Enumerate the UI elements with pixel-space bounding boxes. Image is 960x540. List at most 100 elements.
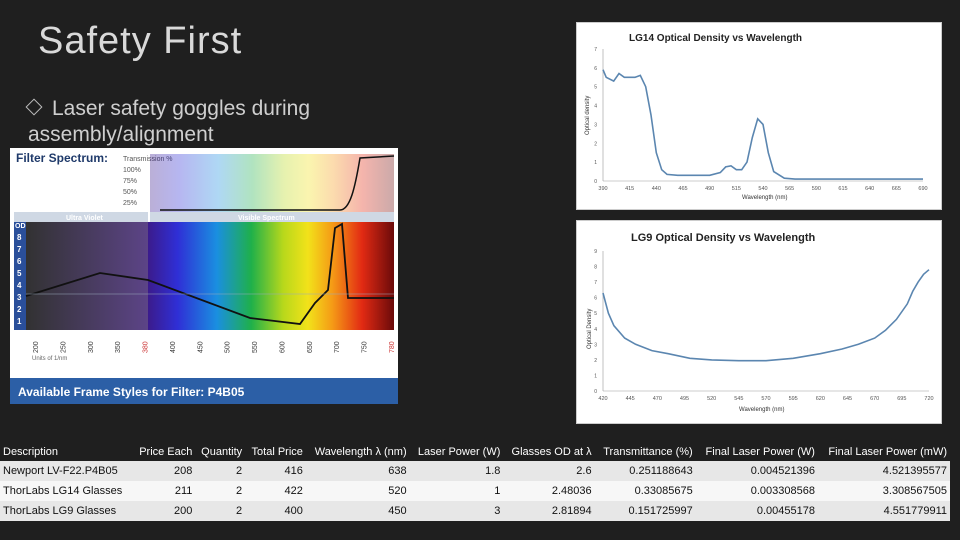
trans-tick: 25%	[123, 200, 137, 207]
frame-styles-footer: Available Frame Styles for Filter: P4B05	[18, 385, 245, 399]
table-cell: 0.00455178	[695, 501, 818, 521]
chart-title: LG9 Optical Density vs Wavelength	[631, 232, 815, 244]
x-tick-label: 465	[678, 186, 687, 192]
x-tick-label: 550	[252, 341, 259, 353]
x-tick-label: 645	[843, 396, 852, 402]
chart-xlabel: Wavelength (nm)	[742, 195, 787, 201]
x-tick-label: 500	[225, 341, 232, 353]
y-tick-label: 4	[594, 327, 597, 333]
table-cell: 2.81894	[503, 501, 595, 521]
table-cell: 3	[409, 501, 504, 521]
x-tick-label: 670	[870, 396, 879, 402]
y-tick-label: 5	[594, 311, 597, 317]
table-cell: 0.33085675	[594, 481, 696, 501]
table-cell: 4.551779911	[817, 501, 950, 521]
x-tick-label: 615	[838, 186, 847, 192]
x-tick-label: 640	[865, 186, 874, 192]
x-tick-label: 445	[626, 396, 635, 402]
y-tick-label: 2	[594, 358, 597, 364]
table-cell: 2.48036	[503, 481, 595, 501]
table-body: Newport LV-F22.P4B05 208 2 416 638 1.8 2.6 0.25…	[0, 461, 950, 521]
x-tick-label: 520	[707, 396, 716, 402]
od-tick: 2	[17, 305, 22, 314]
table-cell: 0.251188643	[594, 461, 696, 481]
table-cell: 450	[305, 501, 410, 521]
table-cell: 0.003308568	[695, 481, 818, 501]
column-header: Wavelength λ (nm)	[314, 446, 407, 458]
table-cell: Newport LV-F22.P4B05	[0, 461, 133, 481]
table-cell: 1	[409, 481, 504, 501]
x-tick-label: 565	[785, 186, 794, 192]
x-tick-label: 350	[115, 341, 122, 353]
table-cell: 0.151725997	[594, 501, 696, 521]
lg14-od-chart: LG14 Optical Density vs Wavelength Wavel…	[576, 22, 942, 210]
table-cell: 638	[305, 461, 410, 481]
y-tick-label: 0	[594, 389, 597, 395]
x-tick-label: 515	[732, 186, 741, 192]
units-label: Units of 1/nm	[32, 356, 67, 362]
table-row: Newport LV-F22.P4B05 208 2 416 638 1.8 2.6 0.25…	[0, 461, 950, 481]
spectrum-header: Filter Spectrum:	[16, 151, 108, 165]
x-tick-label: 695	[897, 396, 906, 402]
od-tick: 4	[17, 281, 22, 290]
x-tick-label: 540	[758, 186, 767, 192]
table-header-row: Description Price Each Quantity Total Price…	[0, 443, 950, 461]
table-cell: 1.8	[409, 461, 504, 481]
x-tick-label: 595	[789, 396, 798, 402]
x-tick-label: 570	[761, 396, 770, 402]
x-tick-label: 700	[334, 341, 341, 353]
y-tick-label: 8	[594, 265, 597, 271]
x-tick-label: 415	[625, 186, 634, 192]
x-tick-label: 250	[60, 341, 67, 353]
uv-label: Ultra Violet	[66, 215, 103, 222]
y-tick-label: 6	[594, 296, 597, 302]
od-tick: 8	[17, 233, 22, 242]
column-header: Total Price	[251, 446, 303, 458]
column-header: Laser Power (W)	[417, 446, 501, 458]
x-tick-label: 300	[88, 341, 95, 353]
diamond-bullet-icon	[25, 98, 43, 116]
column-header: Description	[3, 446, 59, 458]
x-tick-label: 690	[918, 186, 927, 192]
x-tick-label: 490	[705, 186, 714, 192]
table-cell: 208	[132, 461, 196, 481]
x-tick-label: 590	[812, 186, 821, 192]
y-tick-label: 1	[594, 373, 597, 379]
table-cell: 400	[245, 501, 306, 521]
y-tick-label: 3	[594, 122, 597, 128]
table-row: ThorLabs LG9 Glasses 200 2 400 450 3 2.81894 0.…	[0, 501, 950, 521]
column-header: Final Laser Power (mW)	[828, 446, 947, 458]
table-cell: ThorLabs LG14 Glasses	[0, 481, 133, 501]
y-tick-label: 6	[594, 66, 597, 72]
x-tick-label: 545	[734, 396, 743, 402]
x-tick-label: 665	[892, 186, 901, 192]
transmission-label: Transmission %	[123, 156, 173, 163]
table-cell: 2	[195, 461, 246, 481]
table-cell: 2	[195, 501, 246, 521]
x-tick-label: 650	[307, 341, 314, 353]
x-tick-label: 620	[816, 396, 825, 402]
od-tick: 7	[17, 245, 22, 254]
table-cell: 2	[195, 481, 246, 501]
table-cell: 0.004521396	[695, 461, 818, 481]
od-tick: 5	[17, 269, 22, 278]
table-cell: 200	[132, 501, 196, 521]
table-cell: ThorLabs LG9 Glasses	[0, 501, 133, 521]
y-tick-label: 7	[594, 47, 597, 53]
visible-label: Visible Spectrum	[238, 215, 295, 222]
x-tick-label: 390	[598, 186, 607, 192]
od-tick: 3	[17, 293, 22, 302]
y-tick-label: 7	[594, 280, 597, 286]
od-series-line	[602, 269, 930, 362]
y-tick-label: 5	[594, 85, 597, 91]
slide-title: Safety First	[38, 20, 243, 62]
column-header: Transmittance (%)	[603, 446, 693, 458]
y-tick-label: 9	[594, 249, 597, 255]
x-tick-label: 450	[197, 341, 204, 353]
bullet-item: Laser safety goggles during assembly/ali…	[25, 96, 428, 148]
y-tick-label: 0	[594, 179, 597, 185]
x-tick-label: 600	[279, 341, 286, 353]
x-tick-label: 380	[143, 341, 150, 353]
column-header: Price Each	[139, 446, 193, 458]
lg9-od-chart: LG9 Optical Density vs Wavelength Wavele…	[576, 220, 942, 424]
